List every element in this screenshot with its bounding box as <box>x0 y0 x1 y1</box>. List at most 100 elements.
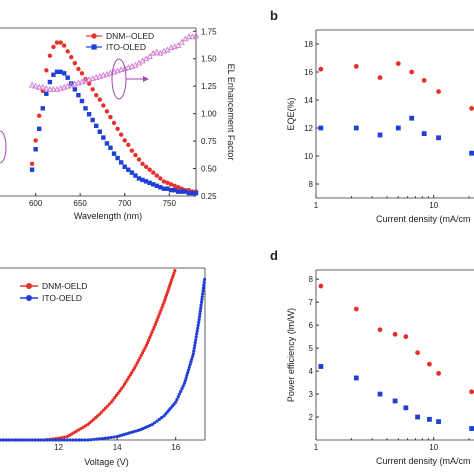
series-2-point <box>50 86 57 92</box>
series-1-point <box>80 438 84 442</box>
series-1-point <box>168 187 174 193</box>
y-axis-label: Power efficiency (lm/W) <box>286 308 296 402</box>
series-0-point <box>151 328 155 332</box>
panel-label: d <box>270 248 278 263</box>
series-1-point <box>0 438 2 442</box>
series-1-point <box>353 375 359 381</box>
series-1-point <box>174 400 178 404</box>
series-0-point <box>121 385 125 389</box>
series-1-point <box>184 376 188 380</box>
series-0-point <box>150 330 154 335</box>
series-1-point <box>154 183 159 188</box>
series-1-point <box>97 437 102 441</box>
series-2-point <box>192 32 200 39</box>
series-1-point <box>54 438 58 442</box>
series-0-point <box>140 161 145 167</box>
y2-tick-label: 1.50 <box>201 55 217 64</box>
x-tick-label: 10 <box>429 443 438 452</box>
series-0-point <box>99 410 104 414</box>
series-0-point <box>58 40 63 45</box>
series-1-point <box>157 417 161 421</box>
series-1-point <box>56 438 61 442</box>
series-1-point <box>427 416 432 422</box>
series-1-point <box>377 132 383 138</box>
series-0-point <box>97 97 102 102</box>
series-0-point <box>74 429 78 433</box>
series-0-point <box>170 276 174 280</box>
series-1-point <box>94 123 99 129</box>
series-0-point <box>90 87 95 92</box>
series-1-point <box>24 438 28 442</box>
series-1-point <box>318 364 324 369</box>
series-0-point <box>318 283 324 289</box>
series-2-point <box>35 83 43 90</box>
series-0-point <box>162 300 166 304</box>
series-0-point <box>163 298 167 302</box>
series-0-point <box>114 393 118 398</box>
series-0-point <box>156 315 160 319</box>
y-tick-label: 5 <box>309 344 314 353</box>
series-1-point <box>469 426 474 431</box>
series-0-point <box>109 400 113 404</box>
series-0-point <box>148 336 152 340</box>
series-0-point <box>469 106 474 111</box>
y-tick-label: 18 <box>304 40 313 49</box>
series-0-point <box>54 40 60 45</box>
series-1-point <box>203 277 207 282</box>
series-1-point <box>76 93 81 98</box>
series-1-point <box>62 438 67 442</box>
series-1-point <box>193 343 197 347</box>
series-1-point <box>58 69 63 75</box>
panel-a-chart: 600 650 700 750 0.25 0.50 0.75 1.00 1.25 1.50 1.75… <box>0 27 236 221</box>
series-1-point <box>421 131 427 136</box>
series-1-point <box>186 190 192 196</box>
series-1-point <box>29 167 35 172</box>
series-1-point <box>415 414 421 420</box>
series-0-point <box>44 68 49 73</box>
series-1-point <box>10 438 14 442</box>
x-tick-label: 600 <box>29 199 43 208</box>
series-0-point <box>151 170 156 175</box>
series-1-point <box>74 438 78 442</box>
series-0-point <box>353 306 359 312</box>
series-0-point <box>158 176 163 181</box>
series-1-point <box>175 397 179 402</box>
series-1-point <box>45 438 49 442</box>
series-1-point <box>61 71 67 76</box>
series-1-point <box>469 150 474 156</box>
series-1-point <box>198 312 202 316</box>
series-1-point <box>195 329 199 333</box>
series-0-point <box>37 113 42 118</box>
series-0-point <box>395 61 401 66</box>
series-1-point <box>39 438 43 442</box>
series-0-point <box>172 271 176 275</box>
series-0-point <box>415 350 421 356</box>
series-0-point <box>122 382 127 386</box>
series-1-point <box>179 389 183 393</box>
series-0-point <box>94 93 99 98</box>
annotation-arrowhead <box>143 76 149 82</box>
y2-tick-label: 0.50 <box>201 165 217 174</box>
legend-marker <box>91 44 97 50</box>
series-1-point <box>77 438 81 442</box>
series-1-point <box>72 87 78 92</box>
series-1-point <box>188 363 192 367</box>
series-0-point <box>169 278 174 282</box>
series-0-point <box>122 138 127 143</box>
series-1-point <box>48 438 52 442</box>
series-0-point <box>175 185 181 190</box>
series-1-point <box>403 405 409 411</box>
series-0-point <box>101 408 106 412</box>
series-1-point <box>190 357 194 361</box>
series-1-point <box>190 190 195 196</box>
series-0-point <box>138 356 142 360</box>
series-0-point <box>79 427 83 431</box>
series-1-point <box>33 147 38 152</box>
series-0-point <box>157 313 161 317</box>
series-1-point <box>190 355 195 359</box>
series-0-point <box>111 120 117 126</box>
legend-label: DNM--OLED <box>106 31 154 41</box>
series-2-point <box>46 86 54 92</box>
series-1-point <box>158 185 163 190</box>
